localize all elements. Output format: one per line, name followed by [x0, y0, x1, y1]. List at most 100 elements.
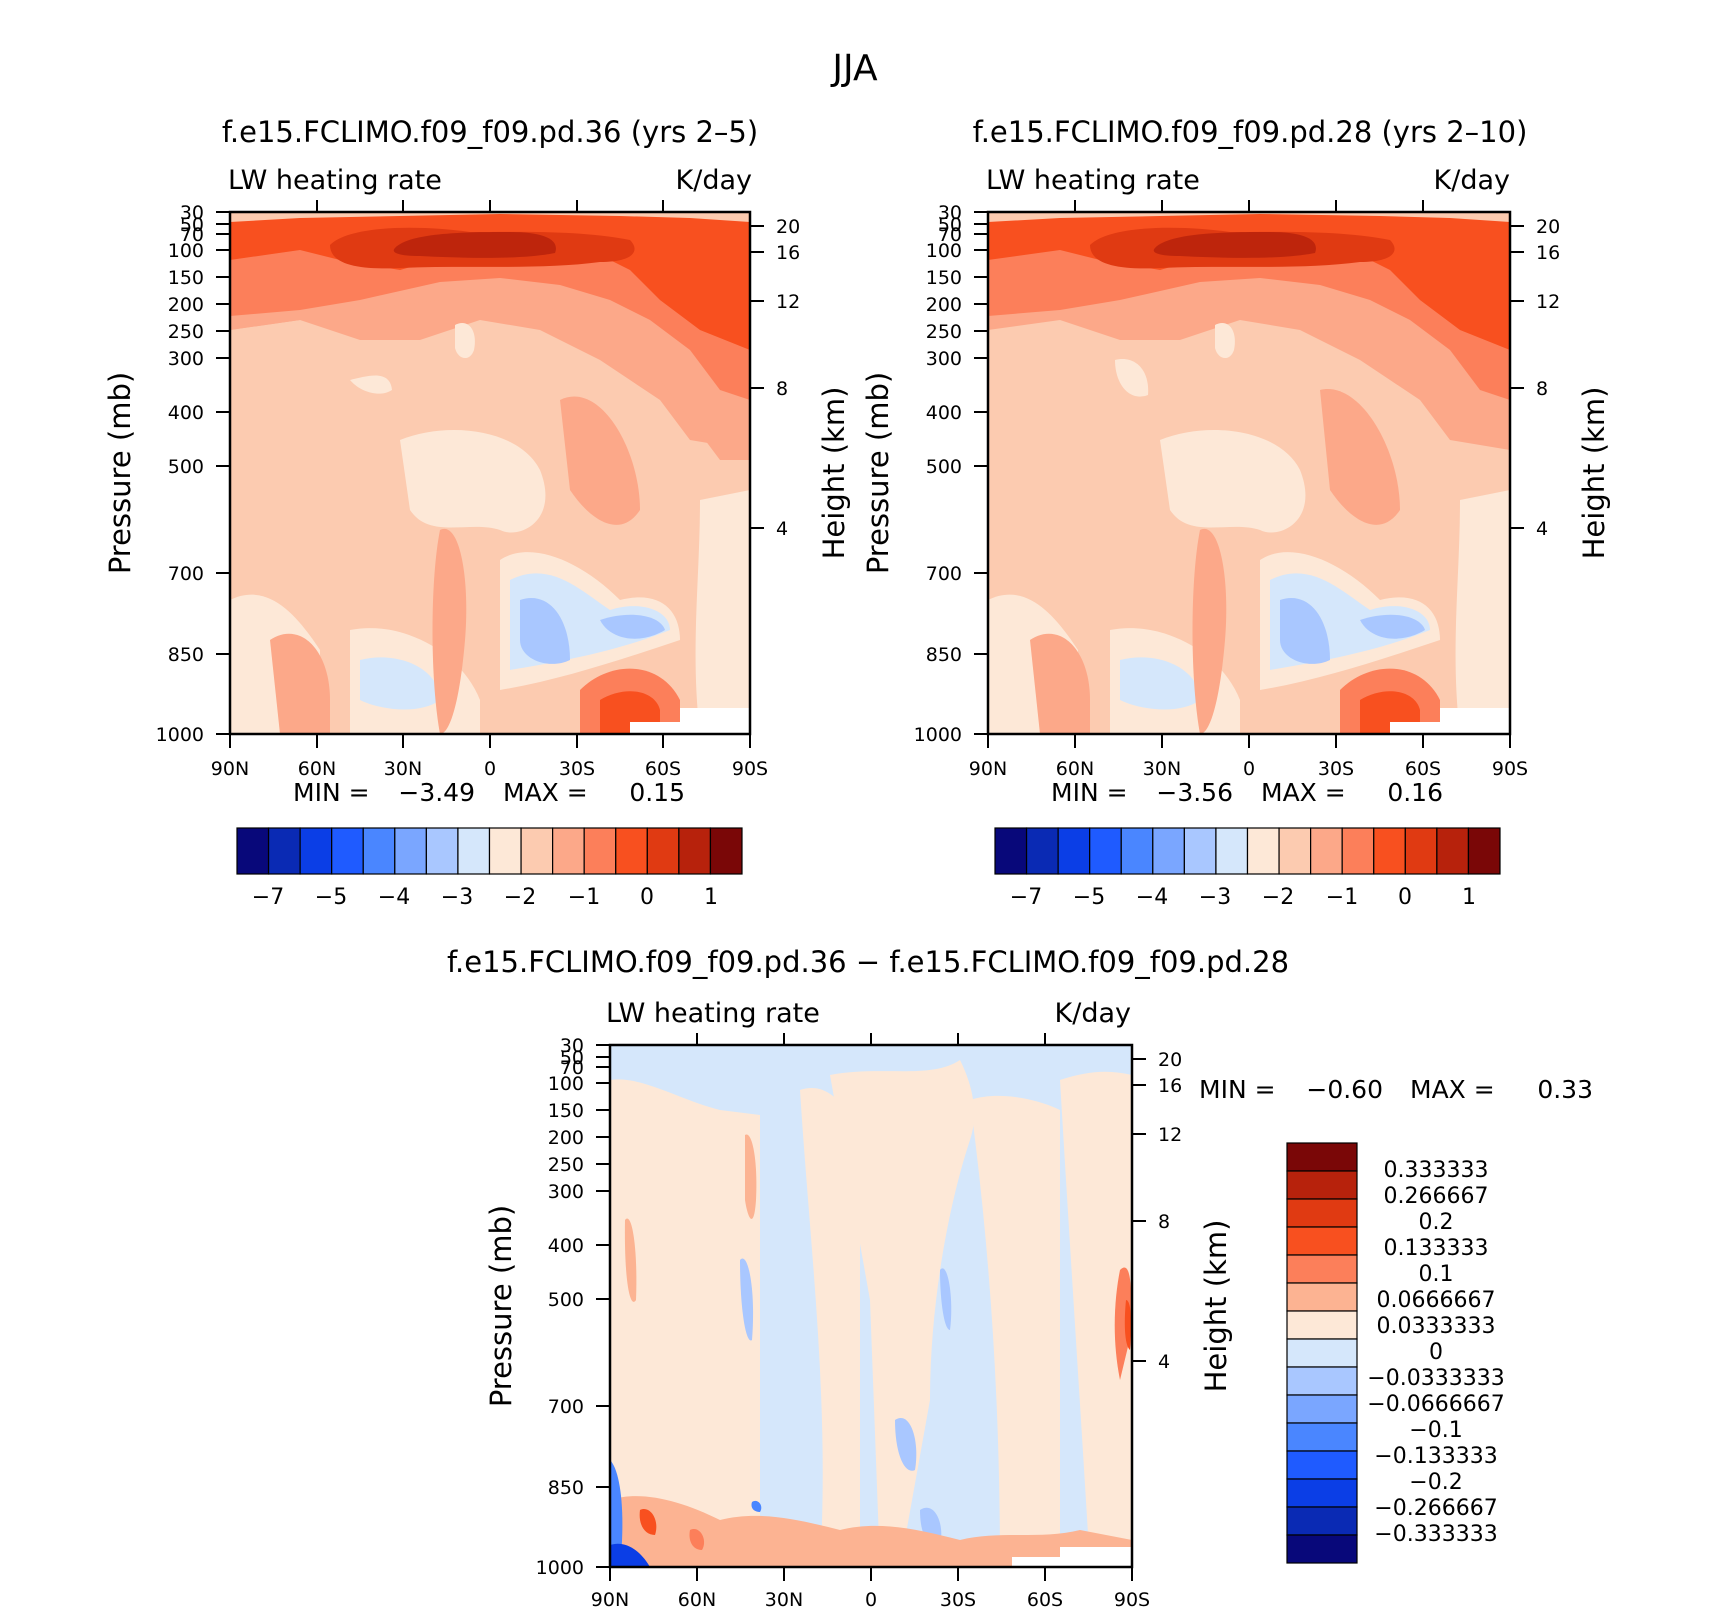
lat-tick-label: 60S [1027, 1589, 1063, 1611]
colorbar-tick-label: −2 [504, 885, 536, 910]
contour-fill [1114, 1267, 1132, 1380]
colorbar-swatch [425, 827, 459, 875]
contour-fill [1060, 1071, 1132, 1567]
colorbar-tick-label: −0.1 [1409, 1418, 1462, 1443]
colorbar-swatch [1057, 827, 1091, 875]
colorbar-tick-label: −3 [1199, 885, 1231, 910]
height-ticks: 20 16 12 8 4 [1158, 1049, 1182, 1373]
height-tick-label: 4 [1536, 518, 1548, 540]
colorbar-swatch [994, 827, 1028, 875]
contour-fill [620, 1110, 720, 1567]
lat-tick-label: 90S [1492, 758, 1528, 780]
pressure-tick-label: 100 [548, 1073, 584, 1095]
missing-data [1440, 708, 1510, 734]
lat-tick-label: 90N [591, 1589, 629, 1611]
contour-field [228, 210, 752, 736]
y-axis-label-right: Height (km) [1577, 387, 1611, 560]
max-label: MAX = [503, 778, 588, 807]
contour-fill [740, 1258, 754, 1341]
y-axis-label-left: Pressure (mb) [103, 372, 137, 574]
colorbar-tick-label: −4 [378, 885, 410, 910]
panel-title: f.e15.FCLIMO.f09_f09.pd.28 (yrs 2–10) [973, 115, 1528, 149]
min-value: −3.49 [398, 778, 475, 807]
contour-fill [1120, 657, 1200, 710]
pressure-tick-label: 100 [168, 240, 204, 262]
colorbar-swatch [1183, 827, 1217, 875]
height-tick-marks [1132, 1058, 1146, 1362]
height-tick-label: 4 [1158, 1351, 1170, 1373]
pressure-tick-label: 500 [168, 456, 204, 478]
page-title: JJA [830, 48, 878, 89]
contour-fill [800, 1088, 860, 1567]
y-axis-label-left: Pressure (mb) [484, 1205, 518, 1407]
colorbar-swatch [1286, 1142, 1358, 1172]
height-tick-label: 4 [776, 518, 788, 540]
max-value: 0.15 [629, 778, 685, 807]
colorbar-swatches [1286, 1142, 1358, 1564]
colorbar-tick-label: −0.0666667 [1367, 1392, 1504, 1417]
colorbar-swatch [1286, 1366, 1358, 1396]
pressure-tick-label: 30 [560, 1035, 584, 1057]
contour-fill [639, 1509, 657, 1535]
lat-tick-label: 0 [484, 758, 496, 780]
height-tick-label: 12 [1536, 291, 1560, 313]
contour-fill [830, 1060, 975, 1567]
lat-tick-label: 30N [384, 758, 422, 780]
colorbar-tick-label: 0.266667 [1384, 1184, 1489, 1209]
contour-fill [1320, 389, 1400, 525]
pressure-tick-label: 30 [938, 202, 962, 224]
contour-fill [360, 657, 440, 710]
pressure-tick-label: 250 [168, 321, 204, 343]
lat-tick-label: 90N [211, 758, 249, 780]
contour-fill [1030, 633, 1090, 734]
panel-top-right: f.e15.FCLIMO.f09_f09.pd.28 (yrs 2–10) LW… [861, 115, 1611, 910]
pressure-tick-label: 700 [548, 1396, 584, 1418]
missing-data [630, 722, 690, 734]
contour-fill [230, 212, 750, 222]
height-tick-label: 8 [776, 378, 788, 400]
colorbar-swatch [1286, 1450, 1358, 1480]
colorbar-swatch [1310, 827, 1343, 875]
pressure-tick-label: 250 [926, 321, 962, 343]
pressure-ticks: 30 50 70 100 150 200 250 300 400 500 700… [156, 202, 204, 746]
colorbar-tick-label: 0.0333333 [1377, 1314, 1496, 1339]
pressure-tick-label: 30 [180, 202, 204, 224]
pressure-ticks: 30 50 70 100 150 200 250 300 400 500 700… [914, 202, 962, 746]
colorbar-swatch [1278, 827, 1312, 875]
colorbar-tick-label: 0.1 [1419, 1262, 1454, 1287]
colorbar-tick-label: −7 [252, 885, 284, 910]
pressure-tick-label: 150 [168, 267, 204, 289]
lat-tick-marks [609, 1033, 1133, 1581]
pressure-tick-label: 70 [938, 224, 962, 246]
contour-fill [610, 1543, 650, 1567]
pressure-tick-label: 300 [548, 1181, 584, 1203]
colorbar-swatch [678, 827, 712, 875]
colorbar-tick-label: −0.2 [1409, 1470, 1462, 1495]
contour-fill [1115, 359, 1149, 397]
colorbar-tick-label: 0.333333 [1384, 1158, 1489, 1183]
colorbar-swatch [1436, 827, 1470, 875]
contour-fill [1360, 614, 1425, 639]
pressure-tick-label: 400 [926, 402, 962, 424]
pressure-tick-label: 200 [168, 294, 204, 316]
contour-fill [745, 1134, 757, 1219]
lat-ticks: 90N 60N 30N 0 30S 60S 90S [969, 758, 1528, 780]
colorbar-swatch [1286, 1478, 1358, 1508]
colorbar-swatch [1089, 827, 1122, 875]
colorbar-tick-label: 0 [640, 885, 654, 910]
colorbar-swatch [457, 827, 491, 875]
panel-bottom: f.e15.FCLIMO.f09_f09.pd.36 − f.e15.FCLIM… [447, 945, 1593, 1611]
colorbar-tick-label: −5 [315, 885, 347, 910]
pressure-tick-label: 250 [548, 1154, 584, 1176]
pressure-tick-label: 850 [168, 644, 204, 666]
colorbar-tick-label: −2 [1262, 885, 1294, 910]
colorbar-swatch [1286, 1534, 1358, 1564]
colorbar-swatch [236, 827, 270, 875]
pressure-tick-label: 300 [926, 348, 962, 370]
height-tick-label: 20 [776, 216, 800, 238]
colorbar-swatch [267, 827, 301, 875]
lat-tick-label: 0 [865, 1589, 877, 1611]
colorbar-swatch [299, 827, 333, 875]
min-label: MIN = [1199, 1075, 1276, 1104]
colorbar-ticks: −7 −5 −4 −3 −2 −1 0 1 [1010, 885, 1476, 910]
